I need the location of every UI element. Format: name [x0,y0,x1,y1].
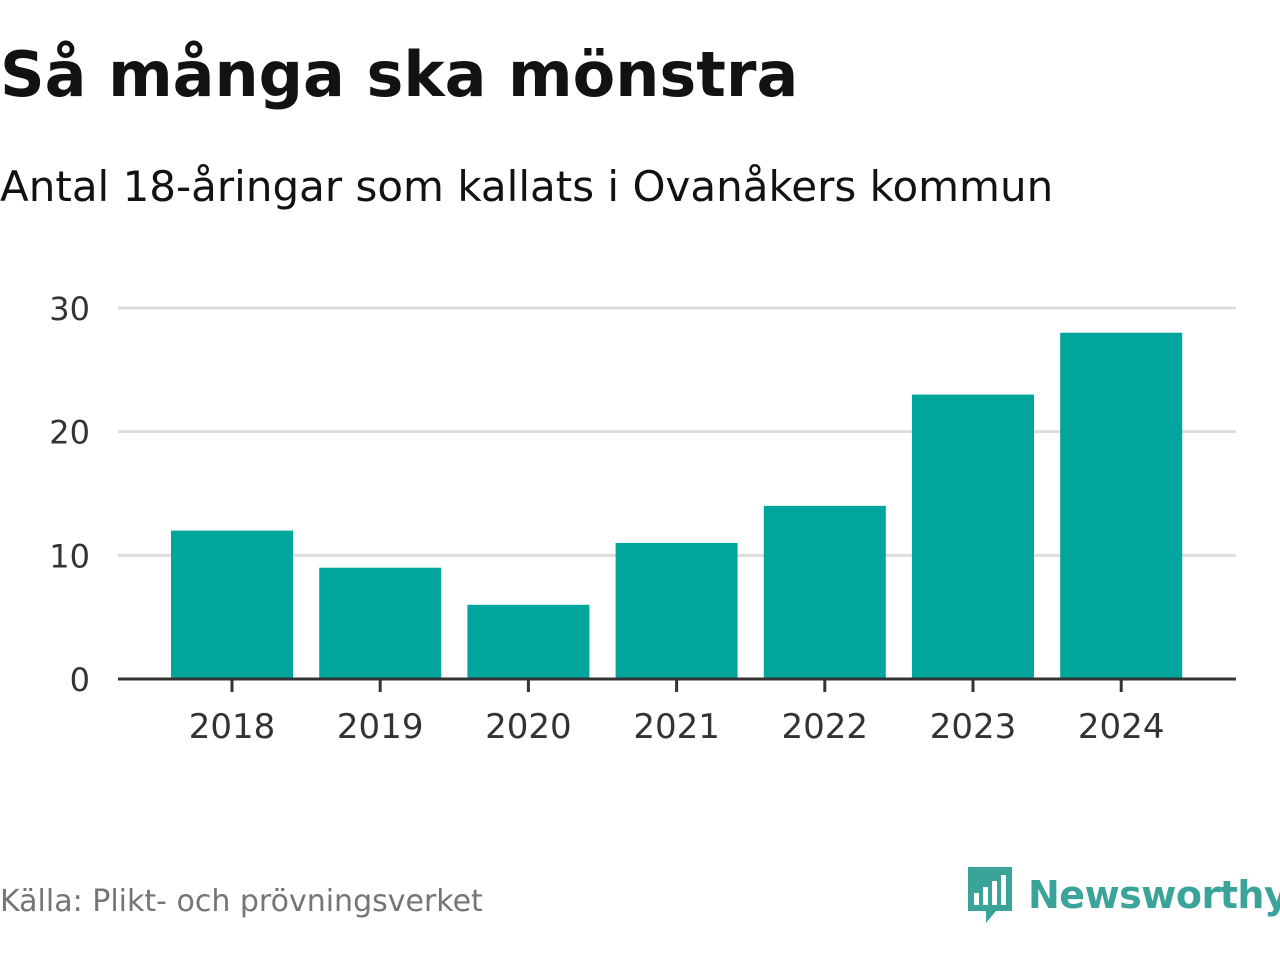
bar [1060,332,1183,679]
bar [912,394,1034,679]
chart-subtitle: Antal 18-åringar som kallats i Ovanåkers… [0,162,1054,211]
bar-chart-speech-bubble-icon [968,867,1012,923]
y-tick-label: 0 [70,661,90,699]
bar [319,567,442,679]
chart-title: Så många ska mönstra [0,38,799,111]
x-tick-label: 2022 [782,707,869,747]
y-tick-label: 20 [49,414,90,452]
x-tick-label: 2020 [485,707,572,747]
bar [763,505,886,679]
brand-logo: Newsworthy [964,862,1280,928]
x-tick-label: 2024 [1078,707,1165,747]
y-tick-label: 10 [49,537,90,575]
x-tick-label: 2021 [633,707,720,747]
y-tick-label: 30 [49,290,90,328]
x-tick-label: 2019 [337,707,424,747]
x-tick-label: 2018 [189,707,276,747]
bar [171,530,293,679]
bar [467,604,590,679]
x-tick-label: 2023 [930,707,1017,747]
brand-name: Newsworthy [1028,873,1280,917]
bar [615,542,738,679]
source-note: Källa: Plikt- och prövningsverket [0,884,483,919]
